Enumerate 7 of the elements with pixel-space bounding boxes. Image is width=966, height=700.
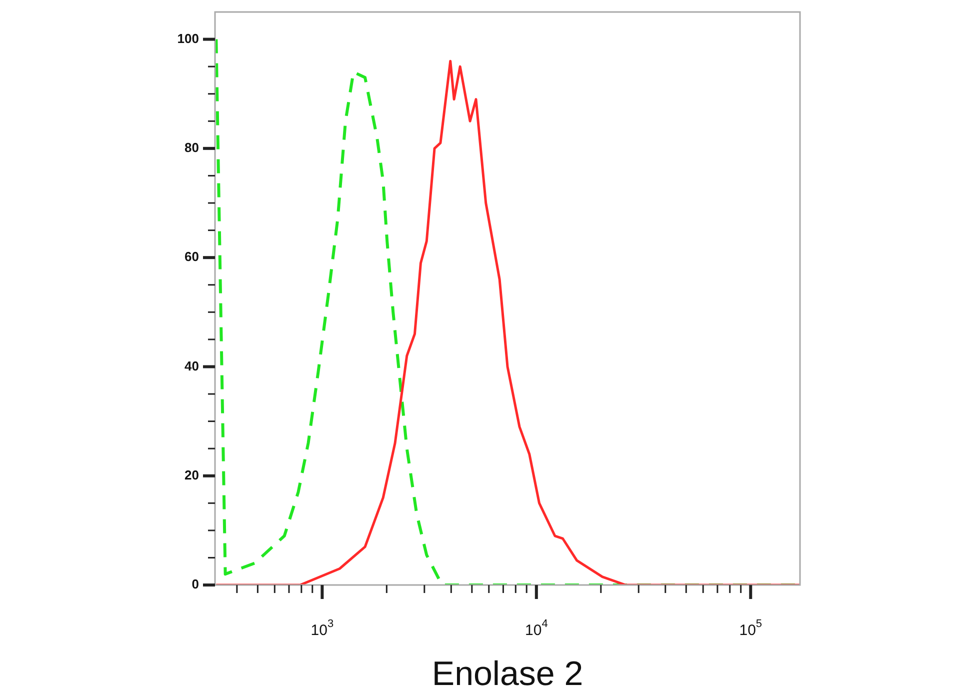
x-axis-title: Enolase 2 — [432, 655, 584, 693]
y-tick-label: 40 — [184, 358, 199, 374]
y-tick-label: 60 — [184, 249, 199, 264]
y-tick-label: 80 — [184, 140, 199, 156]
y-tick-label: 100 — [177, 30, 199, 46]
y-tick-label: 20 — [184, 467, 199, 482]
y-tick-label: 0 — [192, 576, 199, 592]
